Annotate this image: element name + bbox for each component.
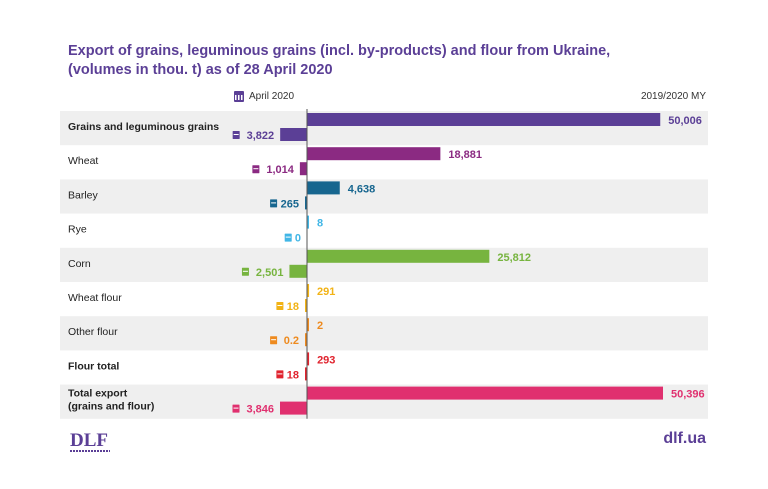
calendar-icon-line <box>253 168 259 170</box>
calendar-icon-line <box>271 339 277 341</box>
calendar-icon-line <box>233 134 239 135</box>
category-label: Total export <box>68 388 128 400</box>
value-label-april: 2,501 <box>256 267 284 279</box>
value-label-my: 8 <box>317 218 323 230</box>
bar-april <box>305 333 307 347</box>
value-label-april: 18 <box>287 301 299 313</box>
calendar-icon-line <box>285 236 291 238</box>
bar-april <box>305 299 307 312</box>
row-stripe <box>60 179 708 214</box>
category-label: (grains and flour) <box>68 401 154 413</box>
calendar-icon-line <box>242 270 248 272</box>
value-label-april: 0 <box>295 233 301 245</box>
value-label-my: 25,812 <box>497 252 531 264</box>
value-label-my: 4,638 <box>348 183 376 195</box>
chart-title-line-1: Export of grains, leguminous grains (inc… <box>68 43 611 59</box>
bar-april <box>280 128 307 141</box>
value-label-april: 3,846 <box>246 404 274 416</box>
value-label-my: 291 <box>317 286 335 298</box>
dlf-logo-underline <box>70 450 110 452</box>
calendar-icon-line <box>277 373 283 375</box>
bar-april <box>299 162 307 176</box>
legend-april-label: April 2020 <box>249 91 295 102</box>
bar-my <box>307 284 310 297</box>
bar-april <box>289 264 307 278</box>
bar-april <box>305 196 307 210</box>
category-label: Rye <box>68 224 87 236</box>
value-label-april: 1,014 <box>266 164 294 176</box>
calendar-icon-line <box>233 407 239 409</box>
value-label-my: 50,006 <box>668 115 702 127</box>
bar-my <box>307 249 490 263</box>
value-label-my: 18,881 <box>448 149 482 161</box>
bar-my <box>307 318 309 332</box>
dlf-logo: DLF <box>70 430 108 451</box>
category-label: Wheat flour <box>68 292 122 304</box>
bar-my <box>307 181 340 195</box>
chart-title: Export of grains, leguminous grains (inc… <box>68 42 628 80</box>
value-label-my: 293 <box>317 354 335 366</box>
value-label-april: 18 <box>287 369 299 381</box>
category-label: Flour total <box>68 360 119 372</box>
calendar-icon-line <box>271 202 277 204</box>
value-label-my: 50,396 <box>671 389 705 401</box>
legend-april: April 2020 <box>234 91 294 102</box>
bar-april <box>305 367 307 381</box>
value-label-my: 2 <box>317 320 323 332</box>
site-link[interactable]: dlf.ua <box>663 430 706 447</box>
category-label: Barley <box>68 189 99 201</box>
bar-my <box>307 352 310 366</box>
legend-my-label: 2019/2020 MY <box>640 91 706 102</box>
calendar-icon <box>234 91 244 102</box>
bar-my <box>307 215 309 229</box>
bar-my <box>307 386 663 400</box>
value-label-april: 3,822 <box>247 130 275 142</box>
row-stripe <box>60 316 708 351</box>
bar-my <box>307 147 441 161</box>
category-label: Other flour <box>68 326 118 338</box>
bar-april <box>280 401 307 415</box>
value-label-april: 0.2 <box>284 335 299 347</box>
category-label: Wheat <box>68 155 98 167</box>
value-label-april: 265 <box>281 198 299 210</box>
chart-title-line-2: (volumes in thou. t) as of 28 April 2020 <box>68 62 333 78</box>
calendar-icon-line <box>277 305 283 306</box>
category-label: Corn <box>68 258 91 270</box>
bar-my <box>307 113 661 126</box>
category-label: Grains and leguminous grains <box>68 121 219 133</box>
